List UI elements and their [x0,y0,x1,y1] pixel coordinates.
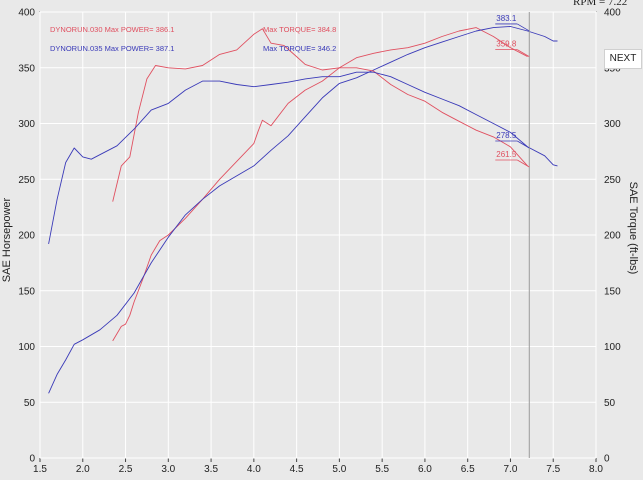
x-tick-label: 5.5 [375,464,389,475]
y-tick-label-right: 0 [604,454,610,465]
y-tick-label-right: 50 [604,398,616,409]
x-tick-label: 4.0 [247,464,261,475]
x-tick-label: 7.5 [546,464,560,475]
cursor-leader-line [517,23,530,32]
y-tick-label-left: 100 [18,342,35,353]
cursor-value-label: 261.5 [496,150,517,159]
y-tick-label-right: 150 [604,286,621,297]
grid [39,11,597,462]
y-tick-label-right: 250 [604,175,621,186]
rpm-readout: RPM = 7.22 [573,0,628,8]
legend: DYNORUN.030 Max POWER= 386.1 DYNORUN.035… [50,25,336,53]
x-tick-label: 2.0 [76,464,90,475]
y-tick-label-right: 200 [604,231,621,242]
legend-run035-torque: Max TORQUE= 346.2 [263,44,336,53]
x-tick-label: 4.5 [290,464,304,475]
series-lines [48,26,558,394]
y-tick-label-right: 300 [604,119,621,130]
x-tick-label: 6.5 [461,464,475,475]
x-tick-label: 1.5 [33,464,47,475]
series-line-run030-torque [112,28,528,202]
cursor-leader-line [517,49,530,57]
y-tick-label-left: 300 [18,119,35,130]
cursor-leader-line [517,140,530,149]
legend-run030-power: DYNORUN.030 Max POWER= 386.1 [50,25,174,34]
x-tick-label: 7.0 [504,464,518,475]
y-tick-label-left: 50 [24,398,36,409]
series-line-run035-torque [48,71,558,244]
x-tick-label: 3.5 [204,464,218,475]
x-tick-label: 6.0 [418,464,432,475]
y-tick-label-left: 250 [18,175,35,186]
tick-labels: 1.5 2.0 2.5 3.0 3.5 4.0 4.5 5.0 5.5 6.0 6.5 7.0 7.5 8… [18,8,621,476]
y-tick-label-right: 400 [604,8,621,19]
cursor-leader-line [517,159,530,168]
x-tick-label: 3.0 [161,464,175,475]
x-tick-label: 5.0 [332,464,346,475]
legend-run035-power: DYNORUN.035 Max POWER= 387.1 [50,44,174,53]
cursor-value-label: 383.1 [496,14,517,23]
cursor-value-label: 359.8 [496,40,517,49]
legend-run030-torque: Max TORQUE= 384.8 [263,25,336,34]
y-axis-label-horsepower: SAE Horsepower [1,197,13,283]
series-line-run035-power [48,26,558,394]
y-tick-label-left: 0 [29,454,35,465]
cursor-value-labels: 383.1 359.8 278.5 261.5 [495,14,530,168]
x-tick-label: 8.0 [589,464,603,475]
y-tick-label-right: 100 [604,342,621,353]
cursor-value-label: 278.5 [496,131,517,140]
y-tick-label-left: 350 [18,63,35,74]
y-tick-label-left: 150 [18,286,35,297]
x-tick-label: 2.5 [119,464,133,475]
y-axis-label-torque: SAE Torque (ft-lbs) [627,181,639,275]
next-button[interactable]: NEXT [604,49,642,69]
y-tick-label-left: 200 [18,231,35,242]
y-tick-label-left: 400 [18,8,35,19]
